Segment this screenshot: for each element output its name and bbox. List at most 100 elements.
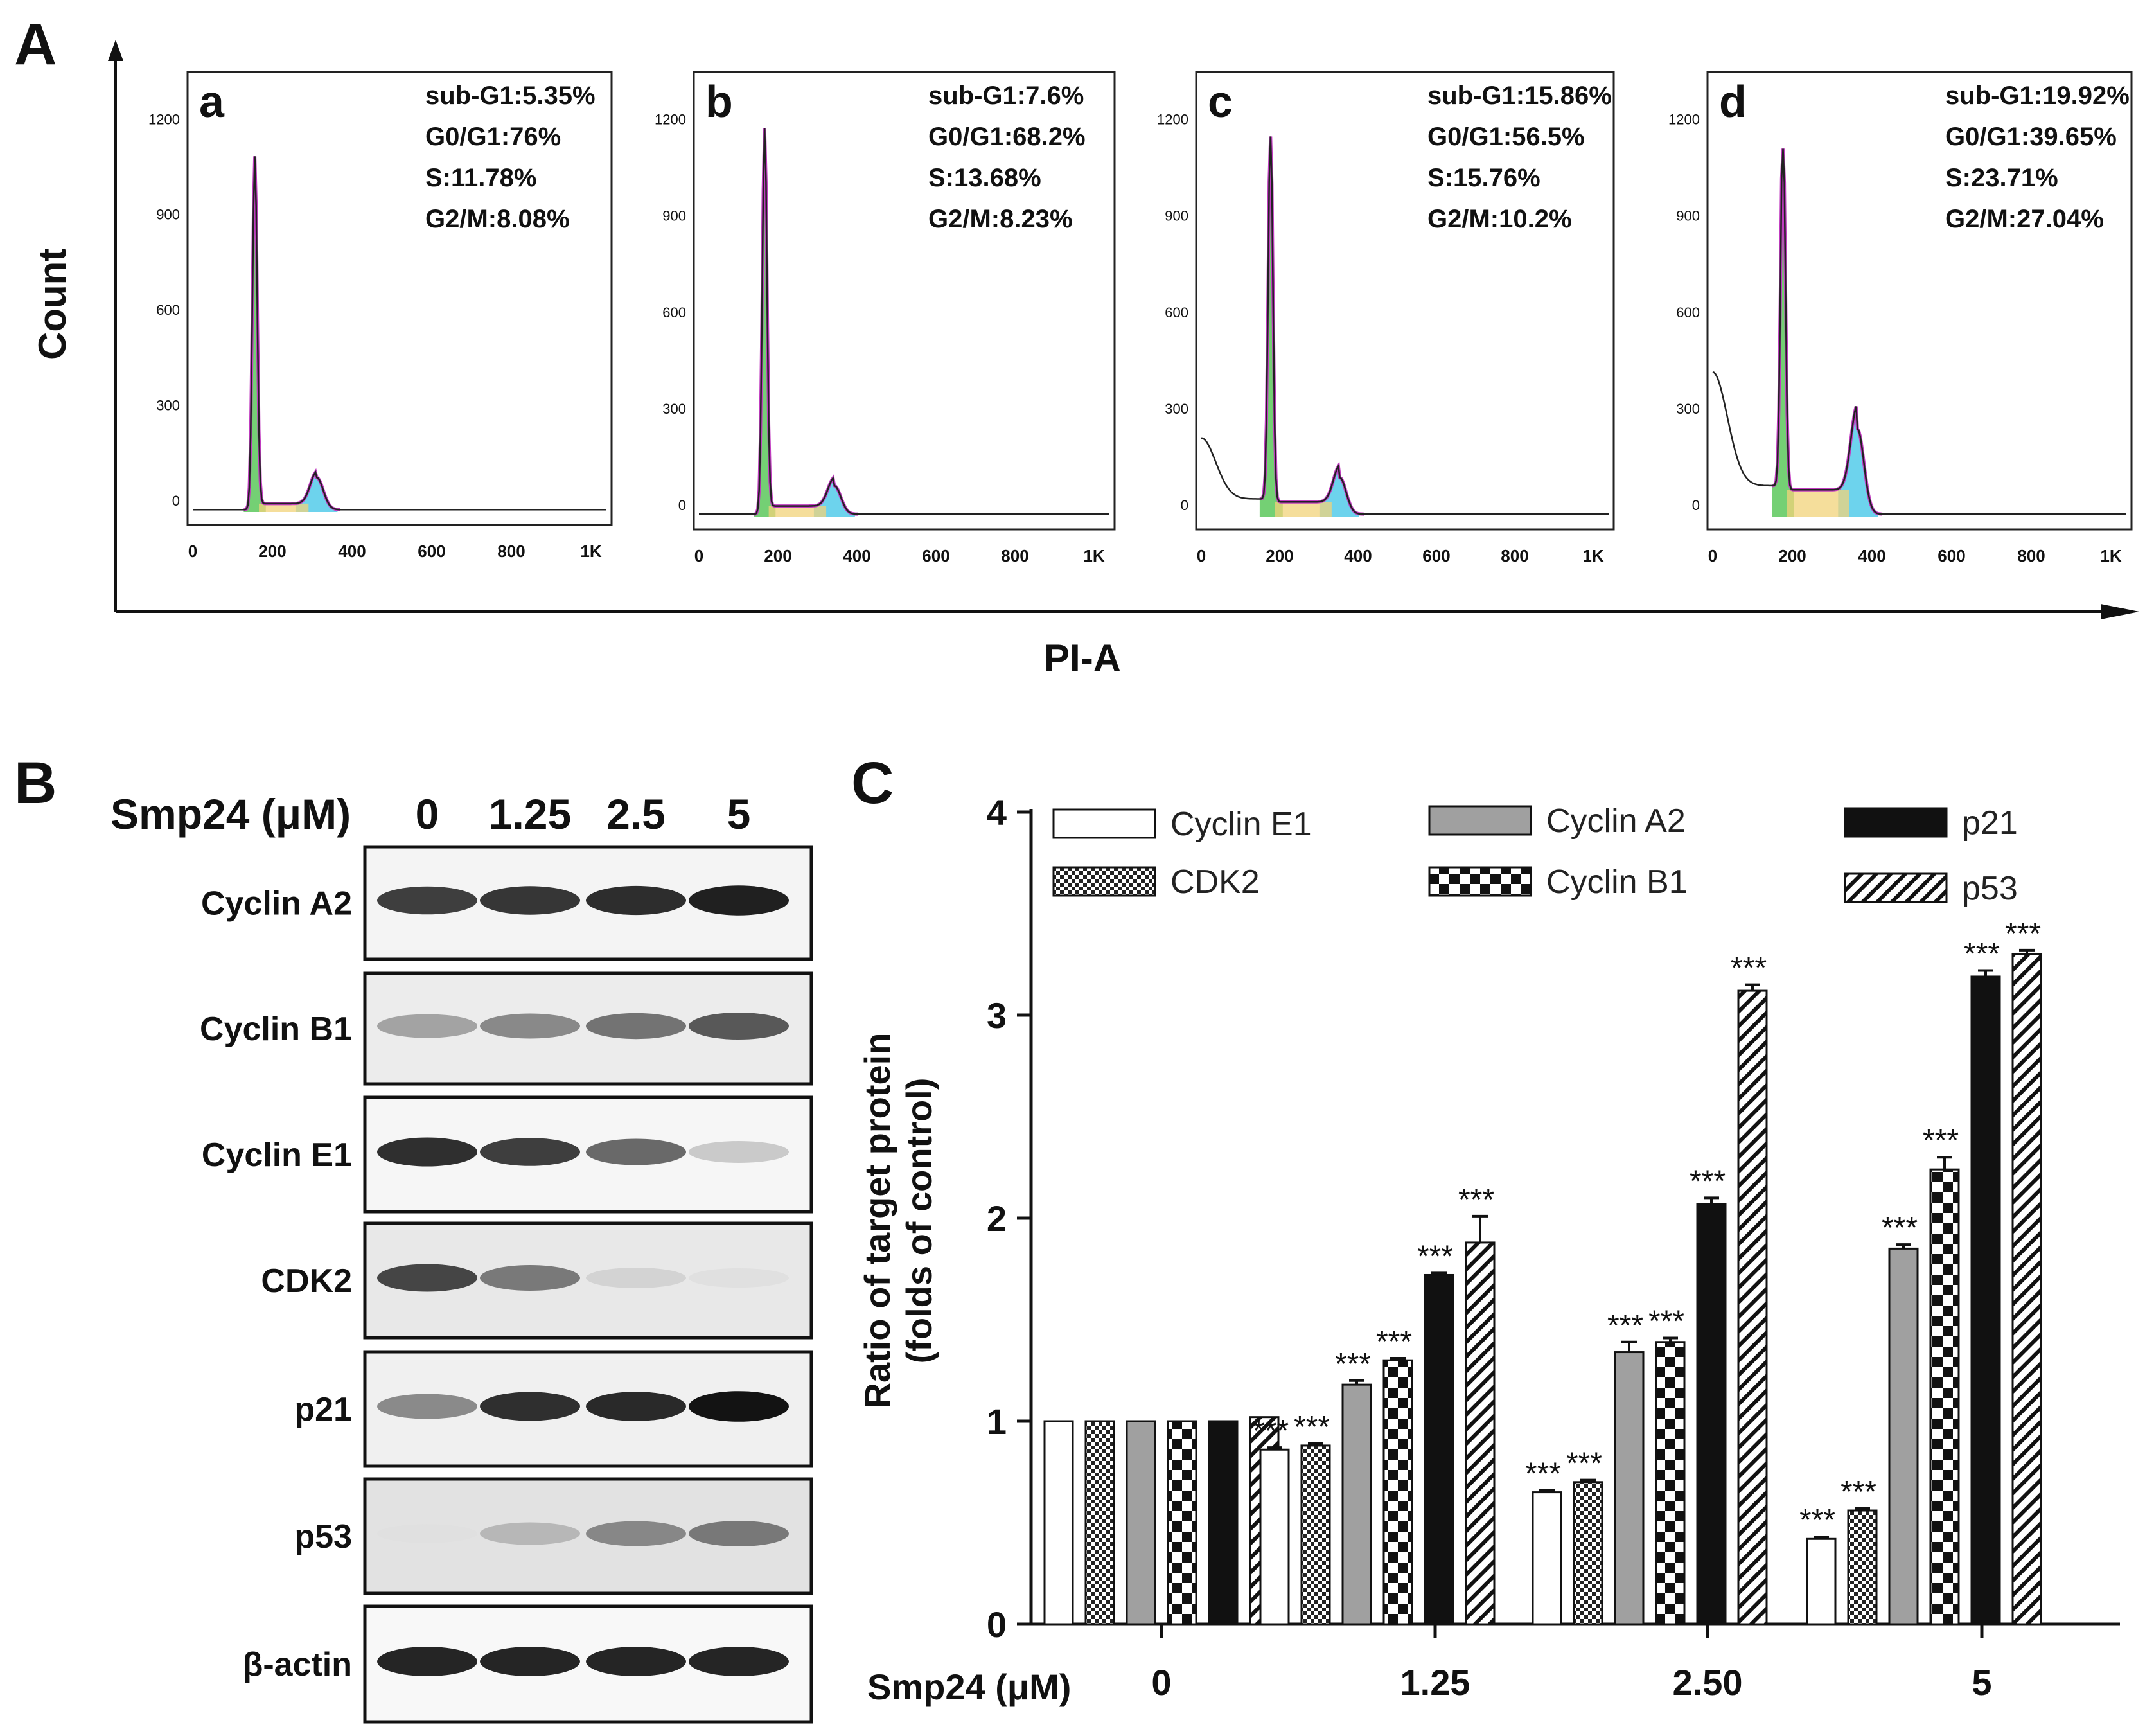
g0-g1-fill	[754, 128, 776, 517]
histogram-y-tick: 0	[1181, 497, 1188, 513]
bar-cyclin-b1	[1655, 1341, 1686, 1625]
significance-marker: ***	[1882, 1211, 1918, 1245]
chart-x-tick-label: 1.25	[1400, 1662, 1470, 1703]
bar-cdk2	[1847, 1509, 1878, 1625]
lane-label: 5	[727, 790, 751, 838]
histogram-x-tick: 800	[1501, 546, 1528, 565]
panel-c: C 0 1 2 3 4 Ratio of target protein (folds of …	[851, 750, 2120, 1707]
histogram-x-tick: 600	[1938, 546, 1965, 565]
blot-band	[377, 886, 477, 915]
bar-cyclin-b1	[1167, 1420, 1197, 1625]
bar-cyclin-e1	[1806, 1537, 1837, 1625]
legend-swatch	[1052, 808, 1156, 839]
blot-band	[480, 1647, 580, 1676]
histogram-y-tick: 300	[1165, 401, 1188, 417]
significance-marker: ***	[1335, 1347, 1371, 1381]
histogram-x-tick: 0	[1197, 546, 1206, 565]
bar-p53	[1465, 1241, 1496, 1625]
significance-marker: ***	[1607, 1309, 1643, 1343]
bar-cdk2	[1084, 1420, 1115, 1625]
chart-y-title-line1: Ratio of target protein	[857, 1033, 897, 1409]
histogram-x-tick: 1K	[580, 542, 601, 561]
significance-marker: ***	[1294, 1410, 1330, 1444]
legend-swatch	[1844, 872, 1948, 903]
blot-band	[586, 1013, 686, 1040]
histogram-x-tick: 600	[1422, 546, 1450, 565]
histogram-x-tick: 1K	[1083, 546, 1104, 565]
histogram-x-tick: 1K	[2100, 546, 2121, 565]
bar-p21	[1208, 1420, 1239, 1625]
chart-y-tick-label: 3	[987, 995, 1007, 1036]
histogram-y-tick: 1200	[655, 112, 686, 128]
bar-cyclin-e1	[1532, 1491, 1562, 1625]
legend-swatch	[1428, 866, 1532, 897]
chart-x-tick-label: 5	[1972, 1662, 1991, 1703]
histogram-a: a sub-G1:5.35% G0/G1:76% S:11.78% G2/M:8.08%…	[148, 71, 613, 561]
g0-g1-fill	[1772, 148, 1794, 517]
histogram-y-tick: 900	[156, 207, 180, 223]
blot-label: p53	[294, 1518, 352, 1555]
histogram-stat: G0/G1:56.5%	[1427, 123, 1585, 151]
panel-c-letter: C	[851, 750, 894, 816]
significance-marker: ***	[1690, 1164, 1726, 1198]
histogram-y-tick: 0	[172, 493, 180, 509]
legend-label: Cyclin E1	[1170, 806, 1312, 843]
bar-p21	[1696, 1203, 1727, 1625]
histogram-y-tick: 900	[662, 208, 686, 224]
blot-band	[480, 1138, 580, 1166]
histogram-stat: G2/M:27.04%	[1945, 205, 2104, 233]
histogram-y-tick: 1200	[1157, 112, 1188, 128]
histogram-x-tick: 800	[497, 542, 525, 561]
histogram-y-tick: 1200	[1668, 112, 1700, 128]
blot-label: CDK2	[261, 1262, 352, 1300]
histogram-x-tick: 400	[1858, 546, 1885, 565]
blot-band	[480, 1522, 580, 1545]
histogram-x-tick: 200	[764, 546, 791, 565]
histogram-y-tick: 600	[1676, 305, 1700, 321]
histogram-stat: sub-G1:7.6%	[928, 82, 1084, 110]
histogram-stat: G0/G1:68.2%	[928, 123, 1086, 151]
blot-label: p21	[294, 1391, 352, 1428]
histogram-stat: S:13.68%	[928, 164, 1041, 192]
blot-label: Cyclin B1	[200, 1011, 352, 1048]
legend-item: CDK2	[1052, 864, 1260, 901]
s-phase-fill	[1275, 502, 1332, 517]
blot-band	[377, 1394, 477, 1419]
histogram-stat: sub-G1:19.92%	[1945, 82, 2130, 110]
histogram-letter: d	[1719, 76, 1747, 127]
lane-label: 2.5	[606, 790, 666, 838]
blot-label: Cyclin E1	[202, 1137, 352, 1174]
blot-band	[480, 1265, 580, 1291]
blot-band	[586, 1647, 686, 1676]
legend-swatch	[1428, 805, 1532, 836]
histogram-x-tick: 400	[843, 546, 870, 565]
significance-marker: ***	[1964, 937, 2000, 971]
legend-item: p53	[1844, 870, 2018, 907]
g0-g1-fill	[243, 156, 266, 513]
histogram-stat: S:15.76%	[1427, 164, 1540, 192]
legend-label: p21	[1962, 804, 2018, 842]
legend-label: Cyclin B1	[1546, 864, 1688, 901]
panel-a-y-label: Count	[31, 249, 74, 360]
histogram-y-tick: 1200	[148, 111, 180, 127]
blot-band	[377, 1264, 477, 1292]
histogram-x-tick: 0	[694, 546, 703, 565]
blot-band	[480, 886, 580, 915]
histogram-x-tick: 0	[188, 542, 197, 561]
blot-band	[689, 1013, 789, 1040]
significance-marker: ***	[2005, 917, 2041, 951]
raw-histogram-curve	[1201, 136, 1609, 515]
bar-cyclin-a2	[1341, 1383, 1372, 1625]
s-phase-fill	[259, 503, 309, 512]
histogram-x-tick: 400	[338, 542, 366, 561]
lane-labels: 0 1.25 2.5 5	[416, 790, 751, 838]
bar-p53	[1737, 989, 1768, 1625]
panel-a: A Count PI-A a sub-G1:5.35% G0/G1:76% S:11.…	[14, 12, 2139, 680]
histogram-y-tick: 0	[1692, 497, 1700, 513]
blot-band	[377, 1647, 477, 1676]
blot-row: β-actin	[243, 1604, 813, 1724]
significance-marker: ***	[1923, 1124, 1959, 1158]
blot-band	[689, 1521, 789, 1546]
blot-row: Cyclin B1	[200, 971, 813, 1086]
